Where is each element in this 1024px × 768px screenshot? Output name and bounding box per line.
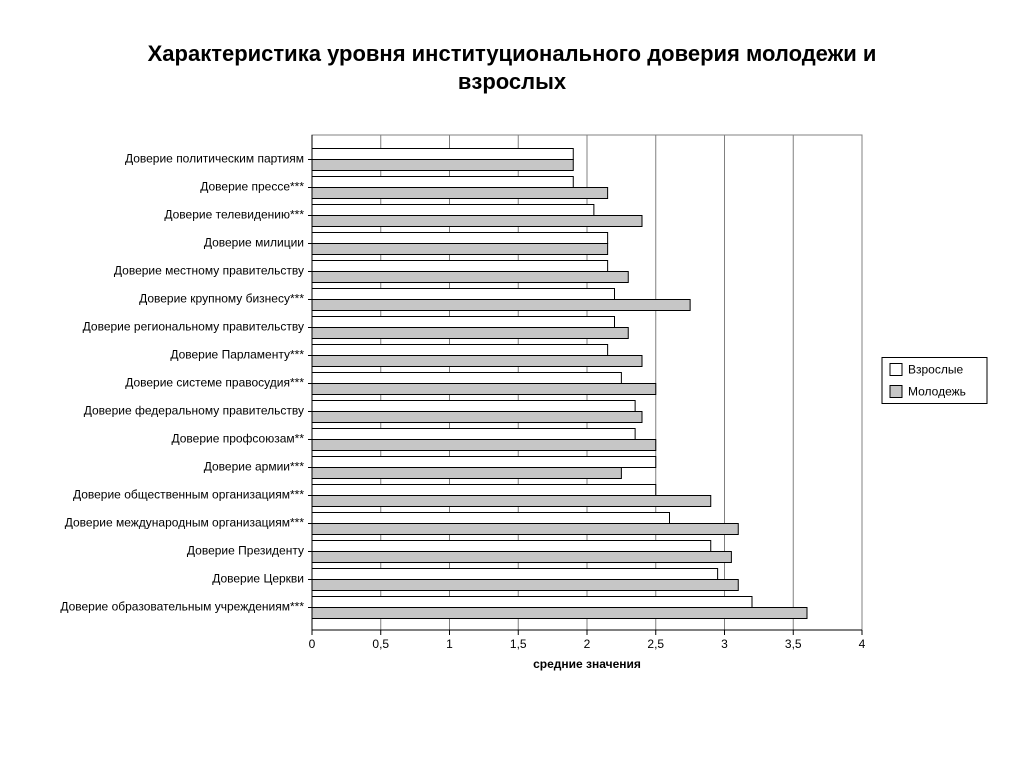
title-line-1: Характеристика уровня институционального…: [148, 41, 877, 66]
category-label: Доверие армии***: [204, 460, 305, 474]
category-label: Доверие федеральному правительству: [84, 404, 304, 418]
category-label: Доверие международным организациям***: [65, 516, 305, 530]
bar-adult: [312, 205, 594, 216]
bar-adult: [312, 597, 752, 608]
bar-adult: [312, 149, 573, 160]
x-tick-label: 3,5: [785, 637, 802, 651]
bar-adult: [312, 317, 615, 328]
bar-youth: [312, 384, 656, 395]
bar-youth: [312, 468, 621, 479]
category-label: Доверие Парламенту***: [170, 348, 304, 362]
x-tick-label: 3: [721, 637, 728, 651]
x-tick-label: 2,5: [647, 637, 664, 651]
x-tick-label: 1,5: [510, 637, 527, 651]
bar-youth: [312, 440, 656, 451]
bar-adult: [312, 485, 656, 496]
category-label: Доверие региональному правительству: [83, 320, 304, 334]
bar-chart: 0 0,5 1 1,5 2 2,5 3 3,5 4 средние значения Доверие…: [22, 125, 1002, 685]
bar-adult: [312, 457, 656, 468]
title-line-2: взрослых: [458, 69, 566, 94]
bar-youth: [312, 580, 738, 591]
bar-youth: [312, 300, 690, 311]
category-label: Доверие телевидению***: [164, 208, 304, 222]
category-label: Доверие политическим партиям: [125, 152, 304, 166]
bar-adult: [312, 429, 635, 440]
bar-adult: [312, 401, 635, 412]
bar-adult: [312, 541, 711, 552]
bar-youth: [312, 608, 807, 619]
category-label: Доверие образовательным учреждениям***: [60, 600, 304, 614]
bar-youth: [312, 160, 573, 171]
x-tick-label: 1: [446, 637, 453, 651]
legend-label: Взрослые: [908, 363, 963, 377]
bar-youth: [312, 496, 711, 507]
bar-youth: [312, 412, 642, 423]
x-tick-label: 2: [584, 637, 591, 651]
category-label: Доверие профсоюзам**: [171, 432, 304, 446]
legend-swatch: [890, 364, 902, 376]
bar-adult: [312, 261, 608, 272]
bar-youth: [312, 524, 738, 535]
category-label: Доверие Церкви: [212, 572, 304, 586]
bar-youth: [312, 552, 731, 563]
x-tick-label: 4: [859, 637, 866, 651]
bar-youth: [312, 356, 642, 367]
chart-container: 0 0,5 1 1,5 2 2,5 3 3,5 4 средние значения Доверие…: [22, 125, 1002, 685]
category-label: Доверие Президенту: [187, 544, 304, 558]
page: Характеристика уровня институционального…: [0, 0, 1024, 768]
bar-youth: [312, 272, 628, 283]
bar-youth: [312, 328, 628, 339]
bar-adult: [312, 289, 615, 300]
bar-youth: [312, 244, 608, 255]
bar-adult: [312, 233, 608, 244]
legend-label: Молодежь: [908, 385, 966, 399]
bar-adult: [312, 373, 621, 384]
category-label: Доверие общественным организациям***: [73, 488, 304, 502]
bar-adult: [312, 569, 718, 580]
bar-adult: [312, 345, 608, 356]
bar-youth: [312, 216, 642, 227]
category-label: Доверие крупному бизнесу***: [139, 292, 304, 306]
category-label: Доверие милиции: [204, 236, 304, 250]
category-label: Доверие местному правительству: [114, 264, 304, 278]
bar-adult: [312, 513, 670, 524]
x-tick-label: 0: [309, 637, 316, 651]
legend-swatch: [890, 386, 902, 398]
chart-title: Характеристика уровня институционального…: [72, 40, 952, 95]
bar-youth: [312, 188, 608, 199]
bar-adult: [312, 177, 573, 188]
x-tick-label: 0,5: [372, 637, 389, 651]
category-label: Доверие системе правосудия***: [125, 376, 304, 390]
category-label: Доверие прессе***: [200, 180, 304, 194]
x-axis-label: средние значения: [533, 657, 641, 671]
